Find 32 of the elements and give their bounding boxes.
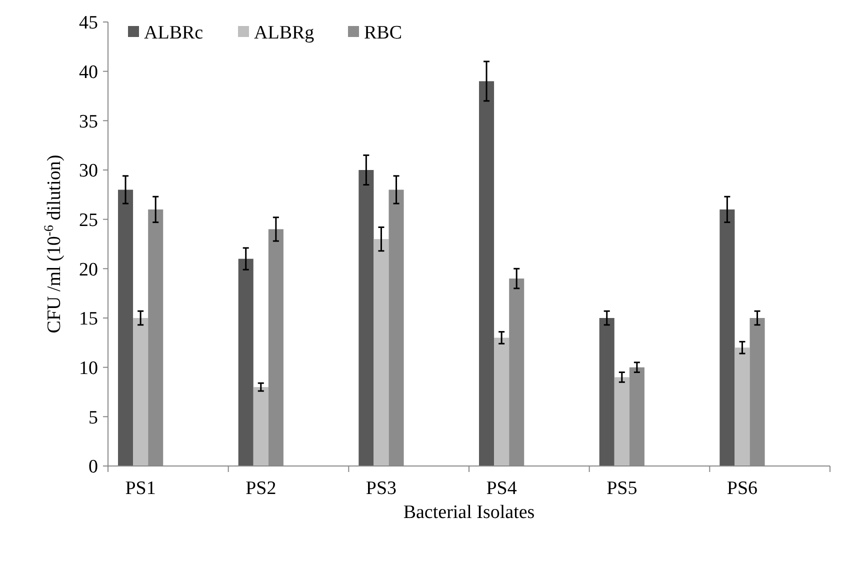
bar: [358, 170, 374, 466]
bar: [614, 377, 630, 466]
bar: [494, 338, 510, 466]
y-tick-label: 30: [79, 160, 98, 182]
x-axis-title: Bacterial Isolates: [403, 502, 535, 523]
x-tick-label: PS2: [246, 478, 276, 499]
bar: [599, 318, 614, 466]
x-tick-label: PS5: [606, 478, 638, 499]
bar: [720, 209, 735, 466]
bar: [238, 258, 254, 466]
y-tick-label: 20: [79, 259, 98, 280]
legend-label: ALBRc: [144, 22, 204, 44]
x-tick-label: PS4: [486, 478, 518, 499]
y-tick-label: 45: [79, 12, 98, 34]
legend-label: RBC: [364, 22, 402, 44]
bar: [374, 239, 389, 466]
y-tick-label: 5: [88, 407, 98, 428]
legend-label: ALBRg: [254, 22, 315, 44]
y-tick-label: 15: [79, 308, 98, 330]
y-tick-label: 10: [79, 358, 98, 379]
y-tick-label: 25: [79, 210, 98, 231]
x-tick-label: PS3: [366, 478, 397, 499]
bar: [133, 318, 148, 466]
x-tick-label: PS6: [726, 478, 758, 499]
bar: [253, 387, 268, 466]
y-tick-label: 40: [79, 62, 98, 83]
bar: [479, 81, 494, 466]
bar: [734, 348, 750, 466]
x-tick-label: PS1: [125, 478, 156, 499]
y-tick-label: 35: [79, 111, 98, 132]
bar: [118, 190, 134, 466]
y-tick-label: 0: [88, 456, 98, 478]
